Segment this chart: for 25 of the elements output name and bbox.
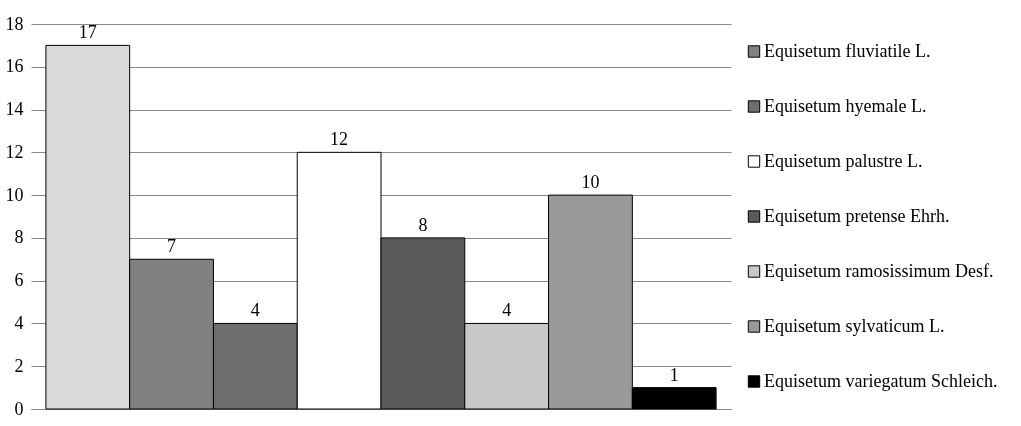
- legend-label: Equisetum variegatum Schleich.: [764, 370, 998, 391]
- data-label: 7: [167, 236, 177, 257]
- legend-label: Equisetum pretense Ehrh.: [764, 205, 950, 226]
- y-tick-label: 8: [14, 227, 24, 248]
- data-label: 1: [669, 364, 679, 385]
- y-tick-label: 12: [5, 141, 24, 162]
- y-tick-label: 18: [5, 13, 24, 34]
- legend-label: Equisetum fluviatile L.: [764, 40, 931, 61]
- data-label: 4: [250, 300, 260, 321]
- legend-label: Equisetum hyemale L.: [764, 95, 927, 116]
- y-tick-label: 14: [5, 99, 24, 120]
- data-label: 17: [78, 22, 97, 43]
- legend-label: Equisetum palustre L.: [764, 150, 923, 171]
- y-tick-label: 6: [14, 270, 24, 291]
- y-tick-label: 16: [5, 56, 24, 77]
- legend-label: Equisetum ramosissimum Desf.: [764, 260, 994, 281]
- data-label: 8: [418, 214, 428, 235]
- y-tick-label: 10: [5, 184, 24, 205]
- y-tick-label: 0: [14, 398, 24, 419]
- y-tick-label: 4: [14, 312, 24, 333]
- legend-label: Equisetum sylvaticum L.: [764, 315, 945, 336]
- data-label: 12: [330, 129, 349, 150]
- data-label: 4: [502, 300, 512, 321]
- y-tick-label: 2: [14, 355, 24, 376]
- data-label: 10: [581, 172, 600, 193]
